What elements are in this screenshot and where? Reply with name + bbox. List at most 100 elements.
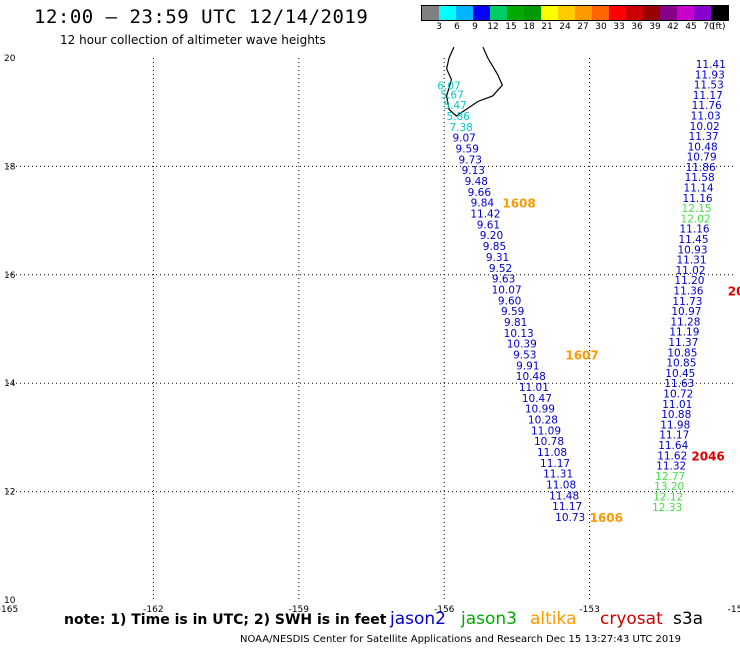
wave-height-point-left-track: 7.38 xyxy=(449,122,472,134)
wave-height-point-left-track: 11.17 xyxy=(540,458,570,470)
wave-height-point-left-track: 10.28 xyxy=(528,415,558,427)
chart-title: 12:00 – 23:59 UTC 12/14/2019 xyxy=(34,6,369,28)
wave-height-point-right-track: 11.03 xyxy=(691,110,721,122)
color-swatch xyxy=(694,6,711,20)
wave-height-point-left-track: 9.13 xyxy=(462,165,485,177)
wave-height-point-left-track: 10.78 xyxy=(534,436,564,448)
color-swatch xyxy=(677,6,694,20)
color-scale-label: 30 xyxy=(595,22,607,32)
wave-height-point-right-track: 11.37 xyxy=(668,337,698,349)
color-swatch xyxy=(473,6,490,20)
wave-height-point-right-track: 12.15 xyxy=(682,203,712,215)
wave-height-point-right-track: 11.41 xyxy=(696,59,726,71)
wave-height-point-right-track: 11.14 xyxy=(684,183,714,195)
footer-credit: NOAA/NESDIS Center for Satellite Applica… xyxy=(240,634,682,645)
x-tick-label: -156 xyxy=(434,605,455,615)
color-swatch xyxy=(660,6,677,20)
color-swatch xyxy=(507,6,524,20)
wave-height-point-right-track: 11.62 xyxy=(657,450,687,462)
wave-height-point-left-track: 9.91 xyxy=(516,360,539,372)
color-swatch xyxy=(439,6,456,20)
pass-time-label: 1607 xyxy=(565,348,598,362)
color-scale-label: 24 xyxy=(559,22,571,32)
wave-height-point-right-track: 11.31 xyxy=(676,255,706,267)
wave-height-point-right-track: 11.64 xyxy=(658,440,688,452)
wave-height-point-right-track: 11.98 xyxy=(660,419,690,431)
wave-height-point-left-track: 9.61 xyxy=(477,219,500,231)
wave-height-point-right-track: 10.45 xyxy=(665,368,695,380)
wave-height-point-left-track: 6.07 xyxy=(437,81,460,93)
legend-jason2: jason2 xyxy=(390,609,446,629)
wave-height-point-right-track: 11.17 xyxy=(693,90,723,102)
pass-time-label: 2046 xyxy=(691,449,724,463)
color-scale-label: 45 xyxy=(685,22,697,32)
wave-height-point-right-track: 11.32 xyxy=(656,461,686,473)
color-swatch xyxy=(711,6,728,20)
wave-height-point-right-track: 11.01 xyxy=(662,399,692,411)
wave-height-point-left-track: 11.08 xyxy=(537,447,567,459)
wave-height-point-right-track: 10.48 xyxy=(688,141,718,153)
pass-time-label: 20 xyxy=(728,285,740,299)
wave-height-point-right-track: 11.20 xyxy=(674,275,704,287)
chart-subtitle: 12 hour collection of altimeter wave hei… xyxy=(60,33,326,47)
color-scale-label: 18 xyxy=(523,22,535,32)
x-tick-label: -165 xyxy=(0,605,18,615)
wave-height-point-right-track: 12.77 xyxy=(655,471,685,483)
wave-height-point-left-track: 9.59 xyxy=(456,144,479,156)
coastline-big-island xyxy=(445,46,504,117)
y-tick-label: 20 xyxy=(4,54,16,64)
wave-height-point-left-track: 9.81 xyxy=(504,317,527,329)
wave-height-point-right-track: 10.79 xyxy=(687,152,717,164)
color-swatch xyxy=(592,6,609,20)
wave-height-point-right-track: 11.58 xyxy=(685,172,715,184)
wave-height-point-left-track: 5.67 xyxy=(440,89,463,101)
legend-altika: altika xyxy=(530,609,577,629)
color-scale-label: 12 xyxy=(487,22,499,32)
wave-height-point-right-track: 10.88 xyxy=(661,409,691,421)
wave-height-point-right-track: 11.53 xyxy=(694,80,724,92)
y-tick-label: 18 xyxy=(4,162,16,172)
wave-height-point-right-track: 12.33 xyxy=(652,502,682,514)
wave-height-point-left-track: 9.84 xyxy=(471,198,495,210)
wave-height-point-left-track: 10.73 xyxy=(555,512,585,524)
wave-height-point-right-track: 10.02 xyxy=(690,121,720,133)
color-scale-label: 6 xyxy=(454,22,460,32)
color-scale-label: 33 xyxy=(613,22,625,32)
color-swatch xyxy=(643,6,660,20)
wave-height-point-left-track: 9.07 xyxy=(452,133,475,145)
wave-height-point-left-track: 11.31 xyxy=(543,469,573,481)
color-swatch xyxy=(558,6,575,20)
note-text: note: 1) Time is in UTC; 2) SWH is in fe… xyxy=(64,612,387,628)
wave-height-point-left-track: 10.13 xyxy=(504,328,534,340)
wave-height-point-left-track: 10.39 xyxy=(507,339,537,351)
pass-time-label: 1606 xyxy=(590,511,623,525)
color-swatch xyxy=(490,6,507,20)
wave-height-point-left-track: 9.53 xyxy=(513,349,536,361)
wave-height-point-left-track: 10.47 xyxy=(522,393,552,405)
wave-height-point-right-track: 11.93 xyxy=(695,69,725,81)
wave-height-point-right-track: 11.73 xyxy=(672,296,702,308)
y-tick-label: 12 xyxy=(4,488,15,498)
wave-height-point-left-track: 5.86 xyxy=(446,111,470,123)
wave-height-point-left-track: 10.99 xyxy=(525,404,555,416)
color-swatch xyxy=(575,6,592,20)
wave-height-point-right-track: 11.45 xyxy=(678,234,708,246)
wave-height-point-right-track: 11.86 xyxy=(686,162,716,174)
wave-height-point-left-track: 11.17 xyxy=(552,501,582,513)
color-scale-label: 42 xyxy=(667,22,679,32)
wave-height-point-right-track: 10.85 xyxy=(666,358,696,370)
y-tick-label: 14 xyxy=(4,379,16,389)
color-scale-label: 3 xyxy=(436,22,442,32)
wave-height-point-left-track: 9.85 xyxy=(483,241,506,253)
wave-height-point-right-track: 11.02 xyxy=(675,265,705,277)
wave-height-point-right-track: 11.63 xyxy=(664,378,694,390)
wave-height-point-left-track: 11.09 xyxy=(531,425,561,437)
wave-height-point-right-track: 10.72 xyxy=(663,388,693,400)
pass-time-label: 1608 xyxy=(502,197,535,211)
wave-height-point-right-track: 11.17 xyxy=(659,430,689,442)
wave-height-point-left-track: 10.07 xyxy=(492,284,522,296)
wave-height-point-left-track: 9.73 xyxy=(459,154,482,166)
wave-height-point-left-track: 9.66 xyxy=(468,187,492,199)
legend-cryosat: cryosat xyxy=(600,609,663,629)
